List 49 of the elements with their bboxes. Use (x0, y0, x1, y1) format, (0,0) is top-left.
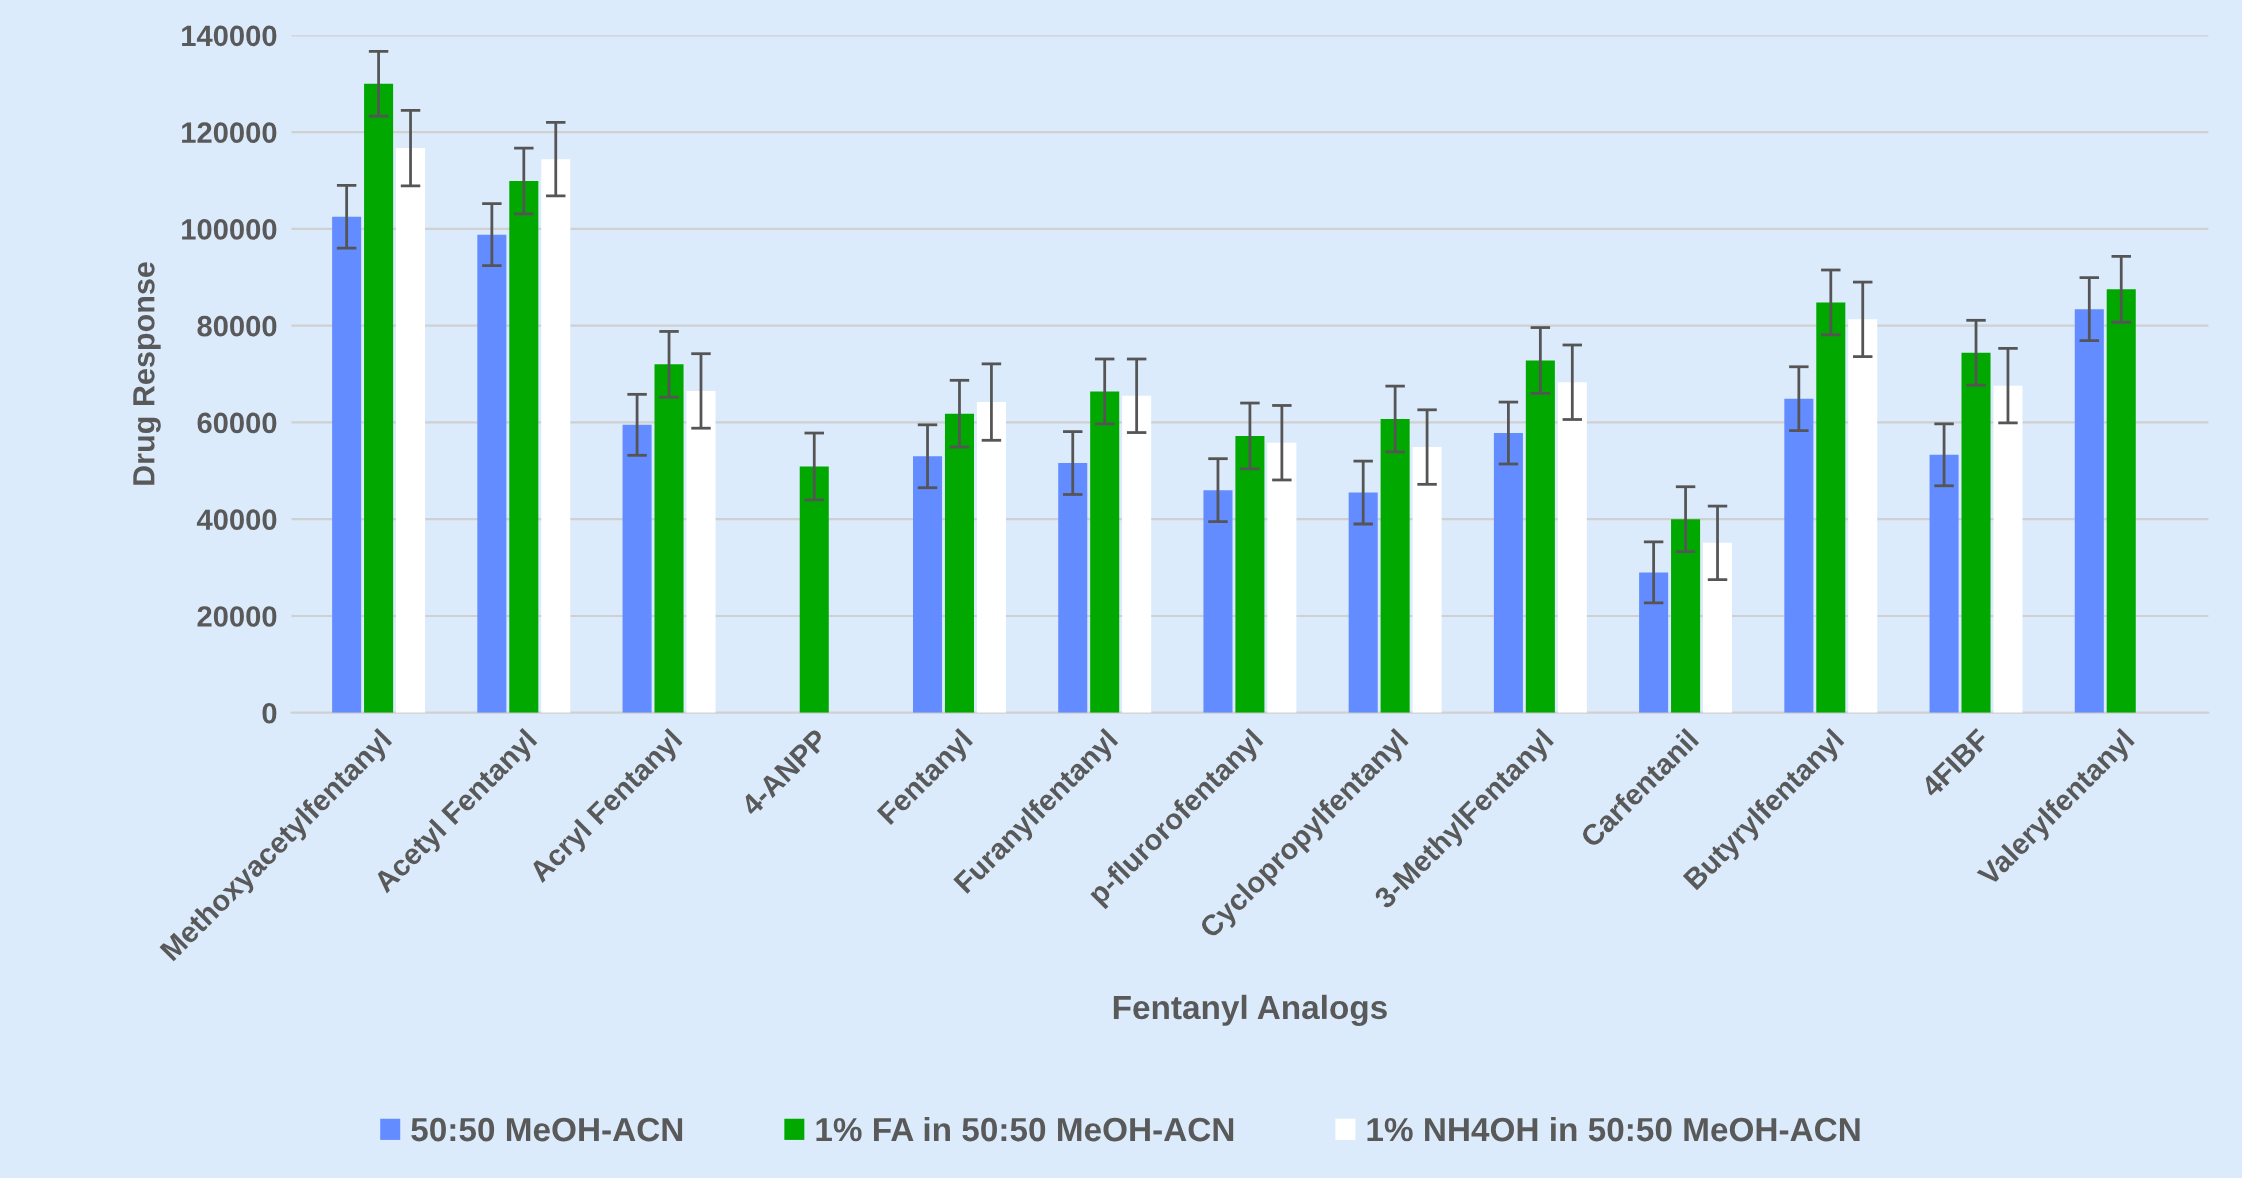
bar (799, 466, 829, 713)
bar (1703, 542, 1733, 713)
bar (1348, 492, 1378, 713)
bar (944, 413, 974, 713)
legend-label: 50:50 MeOH-ACN (411, 1117, 683, 1142)
bar (1203, 490, 1233, 713)
y-tick-label: 120000 (182, 122, 277, 143)
bar (1412, 447, 1442, 713)
legend-label: 1% NH4OH in 50:50 MeOH-ACN (1367, 1116, 1860, 1142)
y-tick-label: 140000 (182, 25, 277, 47)
bar (1557, 382, 1587, 713)
bar (2074, 309, 2104, 713)
x-axis-title: Fentanyl Analogs (1113, 994, 1387, 1026)
bar (396, 148, 426, 713)
bar (1090, 391, 1120, 713)
bar (477, 234, 507, 713)
bar (1122, 395, 1152, 713)
y-tick-label: 20000 (197, 606, 277, 627)
bar (1058, 463, 1088, 713)
y-axis-title: Drug Response (133, 262, 161, 485)
y-tick-label: 0 (262, 702, 277, 724)
bar (509, 180, 539, 713)
bar (1267, 442, 1297, 713)
legend-label: 1% FA in 50:50 MeOH-ACN (816, 1116, 1234, 1142)
bar (332, 216, 362, 713)
bar (2106, 289, 2136, 713)
y-tick-label: 100000 (182, 219, 277, 240)
bar (1639, 572, 1669, 713)
bar (1784, 398, 1814, 713)
bar (1380, 419, 1410, 713)
bar (1493, 433, 1523, 713)
bar (622, 424, 652, 713)
bar (364, 83, 394, 713)
bar (976, 402, 1006, 713)
bar (654, 364, 684, 713)
bar (1525, 360, 1555, 713)
y-tick-label: 40000 (196, 509, 277, 531)
bar (913, 456, 943, 713)
bar (1235, 435, 1265, 713)
bar (1961, 352, 1991, 713)
bar (1848, 319, 1878, 713)
bar (1816, 302, 1846, 713)
y-tick-label: 80000 (197, 315, 277, 337)
bar (541, 159, 571, 713)
bar (686, 390, 716, 713)
bar (1929, 454, 1959, 713)
bar (1671, 519, 1701, 713)
y-tick-label: 60000 (197, 412, 277, 434)
bar (1993, 385, 2023, 713)
